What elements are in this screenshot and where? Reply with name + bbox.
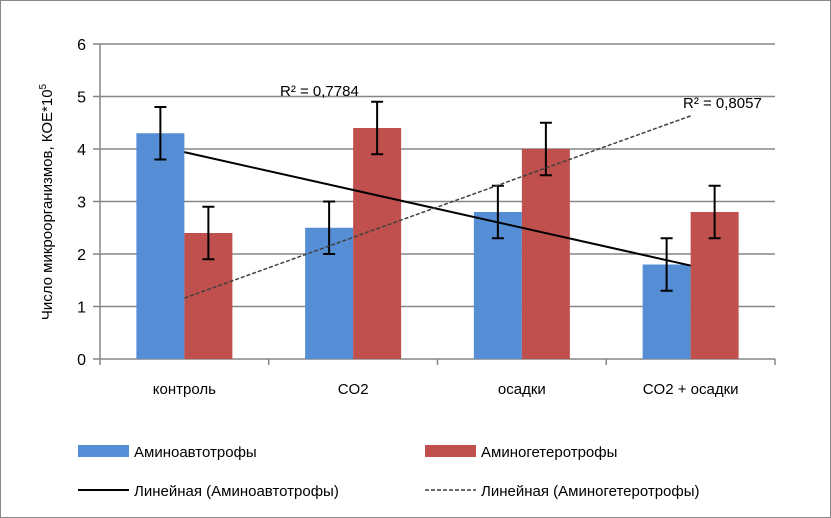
legend-swatch-heterotrophs [425,445,476,457]
bars [136,128,739,359]
y-tick-label: 6 [77,37,86,54]
r2-label-autotrophs: R² = 0,7784 [280,83,359,100]
legend-swatch-autotrophs [78,445,129,457]
legend-label-trend-heterotrophs: Линейная (Аминогетеротрофы) [481,483,700,500]
trendline-autotrophs [184,151,691,267]
y-tick-label: 5 [77,90,86,107]
x-tick-label: CO2 [338,381,369,398]
bar-autotrophs [136,133,185,359]
y-tick-label: 1 [77,300,86,317]
y-tick-label: 2 [77,247,86,264]
y-axis-label: Число микроорганизмов, КОЕ*105 [38,83,56,320]
bar-heterotrophs [353,128,402,359]
y-tick-label: 4 [77,142,86,159]
legend-label-autotrophs: Аминоавтотрофы [134,444,257,461]
x-tick-labels: контроль CO2 осадки CO2 + осадки [153,381,739,398]
x-tick-label: контроль [153,381,216,398]
legend: Аминоавтотрофы Аминогетеротрофы Линейная… [78,444,700,500]
trendlines [184,115,691,299]
y-tick-label: 0 [77,352,86,369]
r2-label-heterotrophs: R² = 0,8057 [683,95,762,112]
error-bars [154,100,721,292]
x-tick-label: CO2 + осадки [643,381,739,398]
bar-heterotrophs [521,149,570,359]
legend-label-heterotrophs: Аминогетеротрофы [481,444,617,461]
y-tick-labels: 0 1 2 3 4 5 6 [77,37,86,369]
x-tick-label: осадки [498,381,546,398]
y-tick-label: 3 [77,195,86,212]
legend-label-trend-autotrophs: Линейная (Аминоавтотрофы) [134,483,339,500]
